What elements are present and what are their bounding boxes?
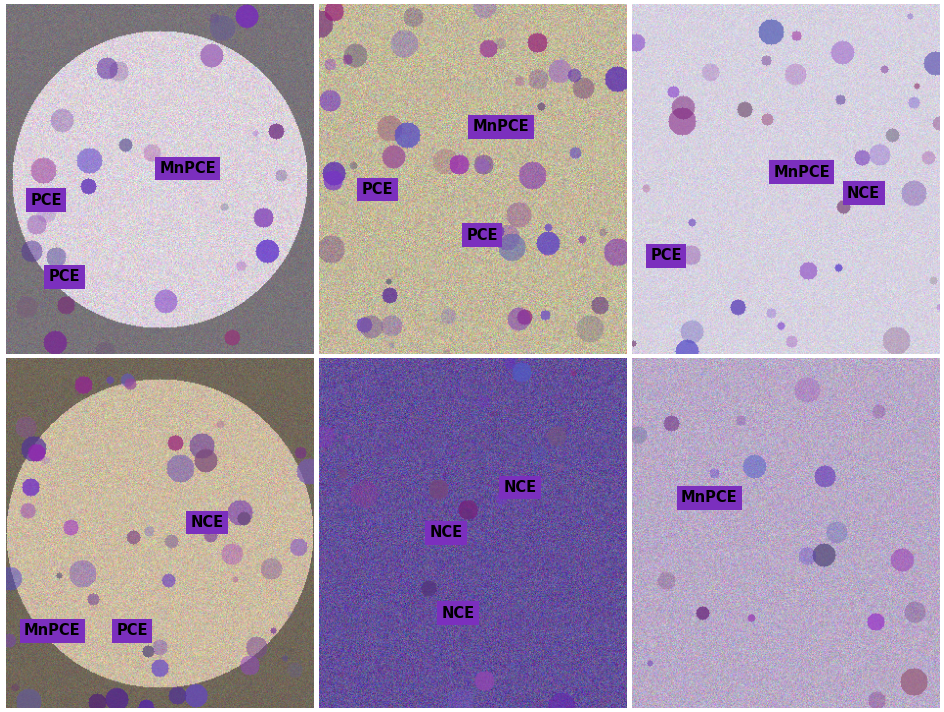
Text: NCE: NCE [429, 525, 463, 540]
Text: PCE: PCE [49, 269, 80, 285]
Text: PCE: PCE [362, 182, 393, 197]
Text: NCE: NCE [846, 186, 879, 201]
Text: MnPCE: MnPCE [472, 119, 529, 134]
Text: PCE: PCE [465, 228, 497, 243]
Text: PCE: PCE [30, 192, 61, 207]
Text: PCE: PCE [116, 623, 147, 639]
Text: MnPCE: MnPCE [772, 164, 829, 179]
Text: PCE: PCE [649, 248, 682, 263]
Text: NCE: NCE [441, 606, 475, 621]
Text: MnPCE: MnPCE [681, 491, 737, 506]
Text: MnPCE: MnPCE [25, 623, 80, 639]
Text: NCE: NCE [190, 515, 223, 530]
Text: NCE: NCE [503, 480, 536, 495]
Text: MnPCE: MnPCE [160, 161, 216, 176]
